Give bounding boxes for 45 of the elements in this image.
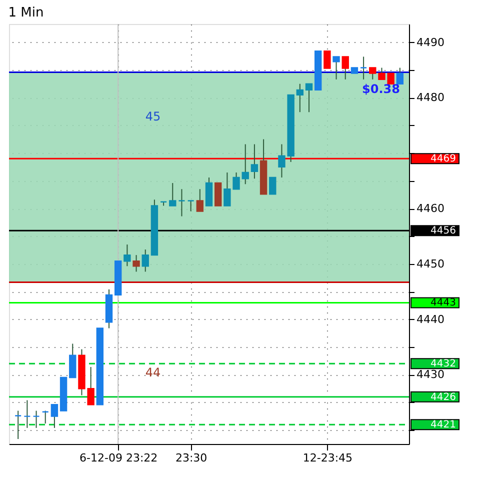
candlestick (332, 56, 340, 80)
candlestick (342, 56, 349, 80)
candlestick (24, 400, 31, 428)
x-tick-label: 12-23:45 (302, 452, 353, 464)
candlestick (32, 410, 40, 428)
annotation: $0.38 (362, 82, 400, 96)
ref-line-label: 4421 (430, 420, 456, 431)
ref-line-label: 4426 (430, 392, 456, 403)
candlestick (396, 67, 404, 84)
y-tick-label: 4480 (416, 91, 444, 104)
candlestick (50, 404, 58, 428)
y-tick-label: 4460 (416, 202, 444, 216)
candlestick (269, 176, 276, 195)
y-tick-label: 4430 (416, 368, 444, 382)
candlestick (324, 50, 331, 69)
candlestick (369, 67, 376, 80)
y-tick-label: 4440 (416, 312, 444, 326)
annotation: 45 (145, 109, 161, 124)
candlestick (42, 410, 49, 424)
candlestick (178, 188, 186, 217)
candlestick (305, 83, 313, 113)
chart-title: 1 Min (8, 6, 44, 20)
annotation: 44 (145, 366, 161, 380)
candlestick (142, 249, 149, 272)
candlestick (187, 200, 194, 212)
ref-line-label: 4456 (430, 226, 456, 237)
y-tick-label: 4450 (416, 257, 444, 270)
candlestick (169, 182, 176, 206)
candlestick (214, 182, 222, 206)
candlestick (14, 410, 22, 440)
candlestick (196, 188, 204, 212)
candlestick (132, 254, 140, 272)
candlestick (242, 144, 249, 185)
x-tick-label: 6-12-09 23:22 (80, 452, 158, 464)
candlestick (124, 244, 131, 267)
candlestick (69, 343, 76, 378)
y-tick-label: 4490 (416, 36, 444, 49)
candlestick (296, 83, 304, 113)
ref-line-label: 4469 (430, 154, 456, 165)
ref-line-label: 4432 (430, 358, 456, 370)
ref-line-label: 4443 (430, 298, 456, 309)
candlestick (205, 176, 213, 206)
candlestick (360, 56, 368, 80)
x-tick-label: 23:30 (175, 452, 208, 464)
candlestick (250, 144, 258, 180)
